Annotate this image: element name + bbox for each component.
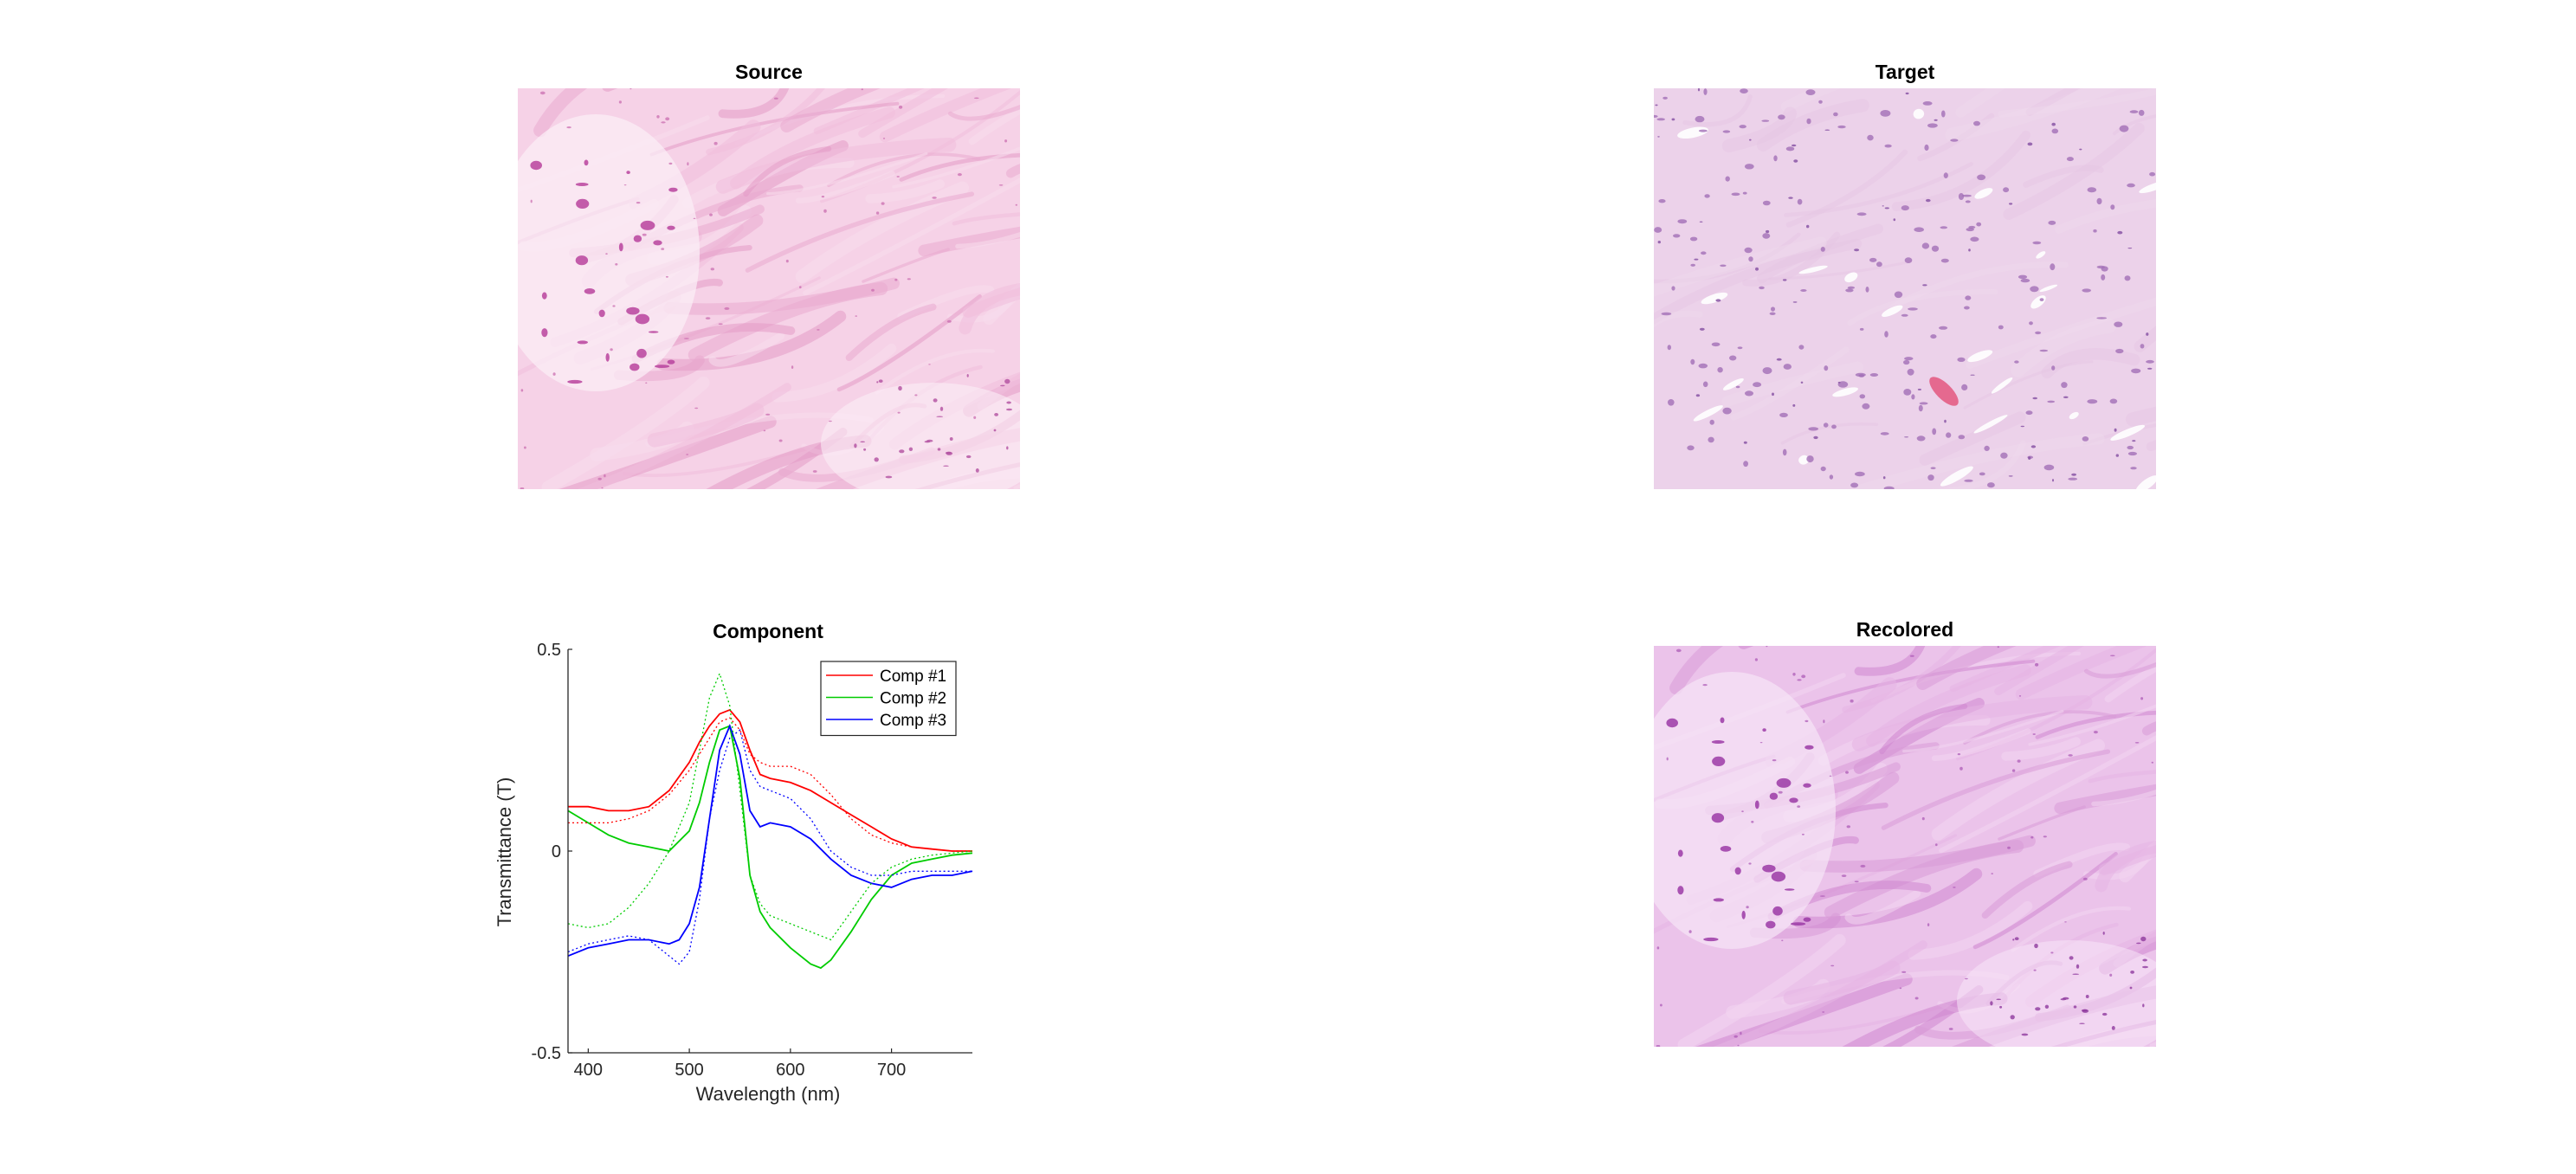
source-image [518, 88, 1020, 489]
series-dotted-2 [567, 672, 973, 941]
x-tick-label: 600 [776, 1061, 804, 1080]
x-tick-label: 500 [675, 1061, 703, 1080]
y-axis-label: Transmittance (T) [494, 777, 515, 927]
y-tick-label: -0.5 [532, 1044, 561, 1063]
recolored-title: Recolored [1856, 618, 1954, 641]
legend-label: Comp #1 [880, 668, 946, 686]
series-line-3 [567, 724, 973, 958]
source-title: Source [735, 61, 803, 83]
legend-label: Comp #2 [880, 690, 946, 708]
target-image [1654, 88, 2156, 489]
recolored-image [1654, 646, 2156, 1047]
x-axis-label: Wavelength (nm) [696, 1083, 841, 1105]
y-tick-label: 0 [552, 842, 561, 861]
x-tick-label: 700 [877, 1061, 906, 1080]
series-line-1 [568, 708, 972, 852]
x-tick-label: 400 [574, 1061, 603, 1080]
chart-title: Component [713, 623, 823, 642]
y-tick-label: 0.5 [537, 641, 561, 660]
legend: Comp #1 Comp #2 Comp #3 [820, 661, 957, 737]
target-title: Target [1875, 61, 1935, 83]
legend-box [820, 661, 957, 737]
legend-label: Comp #3 [880, 712, 946, 730]
series-line-2 [567, 725, 973, 970]
series-dotted-1 [568, 717, 972, 852]
series-dotted-3 [567, 729, 972, 965]
component-chart: Component 400 500 600 700 -0.5 0 0.5 Wavelengt… [494, 623, 973, 1105]
